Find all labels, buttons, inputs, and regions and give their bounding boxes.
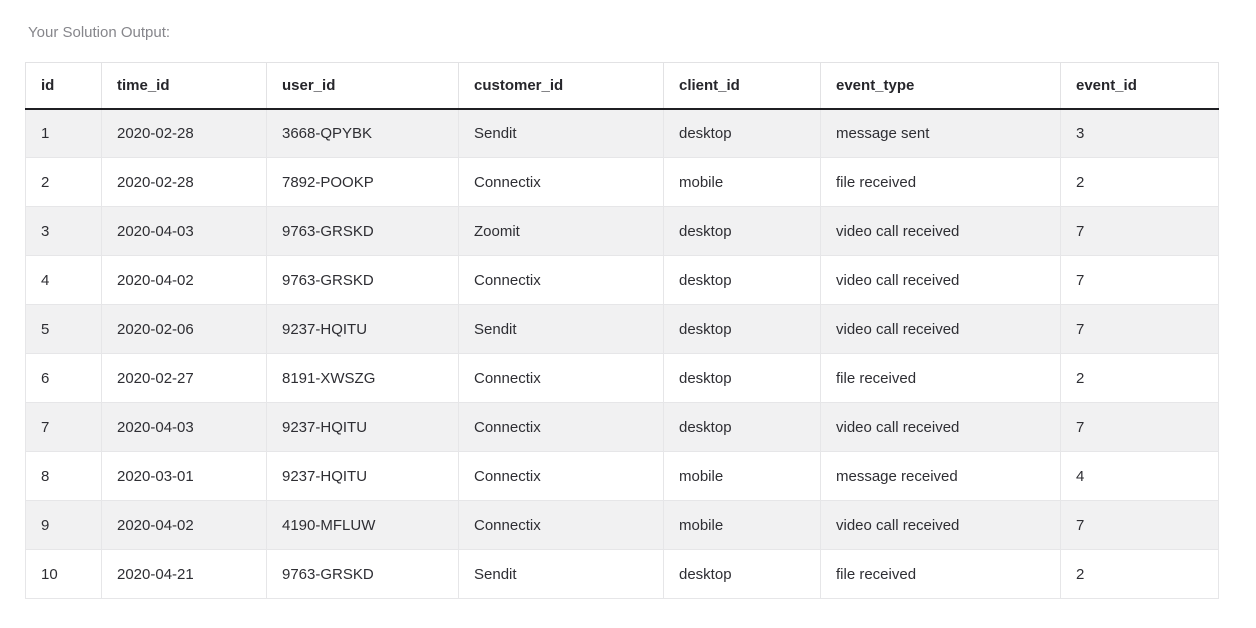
table-cell: 7 bbox=[1060, 304, 1219, 354]
table-cell: Connectix bbox=[458, 157, 664, 207]
table-cell: 3668-QPYBK bbox=[266, 108, 459, 158]
table-cell: video call received bbox=[820, 255, 1061, 305]
table-cell: 8191-XWSZG bbox=[266, 353, 459, 403]
table-cell: 2020-02-28 bbox=[101, 157, 267, 207]
table-cell: 2020-02-28 bbox=[101, 108, 267, 158]
table-cell: mobile bbox=[663, 500, 821, 550]
table-cell: 2020-04-02 bbox=[101, 500, 267, 550]
table-cell: message sent bbox=[820, 108, 1061, 158]
table-cell: 7 bbox=[1060, 255, 1219, 305]
table-cell: desktop bbox=[663, 255, 821, 305]
table-cell: 9763-GRSKD bbox=[266, 549, 459, 599]
table-cell: 1 bbox=[25, 108, 102, 158]
table-cell: Connectix bbox=[458, 255, 664, 305]
table-cell: Connectix bbox=[458, 353, 664, 403]
table-row: 1 2020-02-28 3668-QPYBK Sendit desktop messag… bbox=[25, 108, 1219, 158]
table-row: 4 2020-04-02 9763-GRSKD Connectix desktop vid… bbox=[25, 255, 1219, 305]
table-cell: 3 bbox=[1060, 108, 1219, 158]
solution-output-table: id time_id user_id customer_id client_id even… bbox=[25, 62, 1219, 599]
table-row: 8 2020-03-01 9237-HQITU Connectix mobile mess… bbox=[25, 451, 1219, 501]
table-row: 7 2020-04-03 9237-HQITU Connectix desktop vid… bbox=[25, 402, 1219, 452]
table-cell: 2020-04-21 bbox=[101, 549, 267, 599]
table-cell: mobile bbox=[663, 451, 821, 501]
table-cell: 2020-04-03 bbox=[101, 402, 267, 452]
table-cell: 7 bbox=[1060, 500, 1219, 550]
table-cell: 9763-GRSKD bbox=[266, 206, 459, 256]
table-cell: Sendit bbox=[458, 108, 664, 158]
table-cell: Connectix bbox=[458, 402, 664, 452]
table-cell: 4 bbox=[25, 255, 102, 305]
column-header-user_id: user_id bbox=[266, 62, 459, 110]
table-cell: message received bbox=[820, 451, 1061, 501]
table-row: 6 2020-02-27 8191-XWSZG Connectix desktop fil… bbox=[25, 353, 1219, 403]
table-cell: 9 bbox=[25, 500, 102, 550]
table-row: 3 2020-04-03 9763-GRSKD Zoomit desktop video … bbox=[25, 206, 1219, 256]
page: Your Solution Output: id time_id user_id cu… bbox=[25, 24, 1219, 599]
table-cell: video call received bbox=[820, 304, 1061, 354]
column-header-id: id bbox=[25, 62, 102, 110]
table-cell: 7 bbox=[1060, 402, 1219, 452]
table-row: 9 2020-04-02 4190-MFLUW Connectix mobile vide… bbox=[25, 500, 1219, 550]
table-body: 1 2020-02-28 3668-QPYBK Sendit desktop messag… bbox=[25, 108, 1219, 599]
table-cell: desktop bbox=[663, 108, 821, 158]
table-cell: 9237-HQITU bbox=[266, 402, 459, 452]
table-cell: 10 bbox=[25, 549, 102, 599]
table-cell: 4190-MFLUW bbox=[266, 500, 459, 550]
table-cell: Sendit bbox=[458, 549, 664, 599]
column-header-event_type: event_type bbox=[820, 62, 1061, 110]
table-cell: mobile bbox=[663, 157, 821, 207]
table-cell: 9237-HQITU bbox=[266, 304, 459, 354]
column-header-client_id: client_id bbox=[663, 62, 821, 110]
table-cell: Zoomit bbox=[458, 206, 664, 256]
table-cell: 2020-02-06 bbox=[101, 304, 267, 354]
table-cell: 2020-02-27 bbox=[101, 353, 267, 403]
table-cell: Connectix bbox=[458, 451, 664, 501]
table-cell: desktop bbox=[663, 353, 821, 403]
table-cell: Connectix bbox=[458, 500, 664, 550]
table-cell: 5 bbox=[25, 304, 102, 354]
table-cell: desktop bbox=[663, 206, 821, 256]
table-cell: 6 bbox=[25, 353, 102, 403]
table-cell: desktop bbox=[663, 304, 821, 354]
table-cell: 2020-03-01 bbox=[101, 451, 267, 501]
table-cell: 9763-GRSKD bbox=[266, 255, 459, 305]
table-cell: video call received bbox=[820, 500, 1061, 550]
table-cell: 2 bbox=[1060, 549, 1219, 599]
table-cell: desktop bbox=[663, 402, 821, 452]
table-cell: 9237-HQITU bbox=[266, 451, 459, 501]
column-header-time_id: time_id bbox=[101, 62, 267, 110]
table-cell: 7892-POOKP bbox=[266, 157, 459, 207]
table-cell: desktop bbox=[663, 549, 821, 599]
table-cell: Sendit bbox=[458, 304, 664, 354]
table-cell: video call received bbox=[820, 402, 1061, 452]
table-cell: 2020-04-02 bbox=[101, 255, 267, 305]
column-header-customer_id: customer_id bbox=[458, 62, 664, 110]
column-header-event_id: event_id bbox=[1060, 62, 1219, 110]
solution-output-label: Your Solution Output: bbox=[28, 24, 171, 41]
table-cell: 2 bbox=[25, 157, 102, 207]
table-row: 2 2020-02-28 7892-POOKP Connectix mobile file… bbox=[25, 157, 1219, 207]
table-cell: 4 bbox=[1060, 451, 1219, 501]
table-header-row: id time_id user_id customer_id client_id even… bbox=[25, 62, 1219, 110]
table-cell: 7 bbox=[25, 402, 102, 452]
table-row: 10 2020-04-21 9763-GRSKD Sendit desktop file … bbox=[25, 549, 1219, 599]
table-cell: 2 bbox=[1060, 353, 1219, 403]
table-cell: file received bbox=[820, 353, 1061, 403]
table-cell: file received bbox=[820, 549, 1061, 599]
table-cell: video call received bbox=[820, 206, 1061, 256]
table-cell: file received bbox=[820, 157, 1061, 207]
table-cell: 2020-04-03 bbox=[101, 206, 267, 256]
table-cell: 2 bbox=[1060, 157, 1219, 207]
table-row: 5 2020-02-06 9237-HQITU Sendit desktop video … bbox=[25, 304, 1219, 354]
table-cell: 7 bbox=[1060, 206, 1219, 256]
table-cell: 3 bbox=[25, 206, 102, 256]
table-cell: 8 bbox=[25, 451, 102, 501]
